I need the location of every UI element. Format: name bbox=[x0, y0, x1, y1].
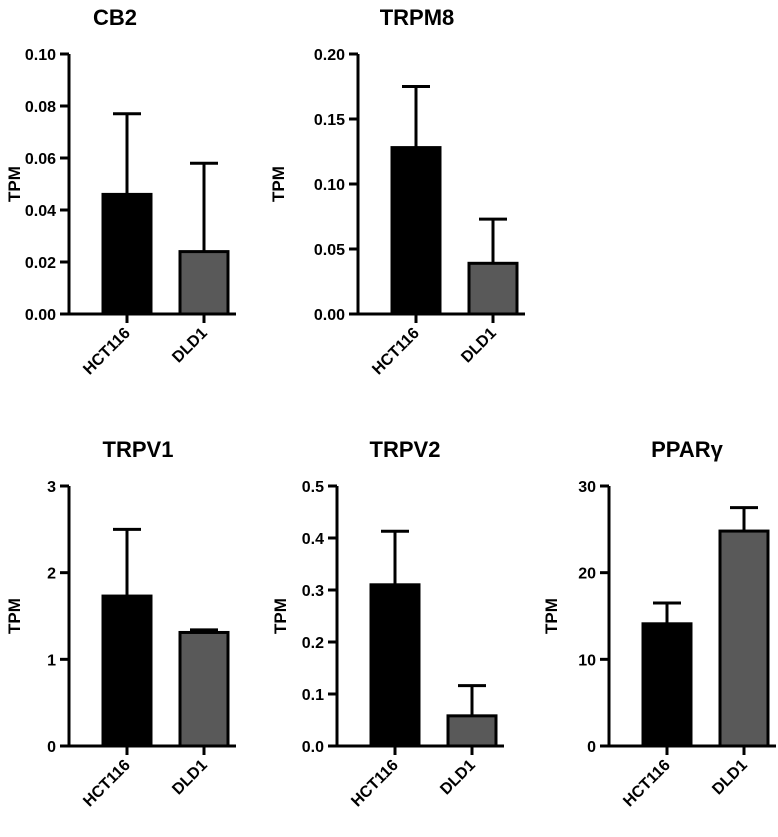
bar-dld1 bbox=[718, 529, 770, 748]
chart-title: TRPV2 bbox=[370, 437, 441, 462]
y-tick-label: 0 bbox=[587, 739, 596, 756]
chart-title: CB2 bbox=[93, 5, 137, 30]
y-tick-label: 0.2 bbox=[302, 635, 324, 652]
y-axis-label: TPM bbox=[271, 598, 290, 634]
x-tick-label: DLD1 bbox=[709, 757, 751, 799]
chart-title: TRPM8 bbox=[380, 5, 455, 30]
y-tick-label: 0 bbox=[47, 739, 56, 756]
y-tick-label: 0.4 bbox=[302, 531, 324, 548]
bar-hct116 bbox=[369, 583, 421, 748]
panel-pparg: PPARγ TPM HCT116 DLD1 0 10 20 30 bbox=[542, 437, 776, 810]
y-tick-label: 0.04 bbox=[25, 203, 56, 220]
y-axis-label: TPM bbox=[5, 166, 24, 202]
y-tick-label: 1 bbox=[47, 652, 56, 669]
x-tick-label: HCT116 bbox=[348, 757, 402, 811]
panel-trpv1: TRPV1 TPM HCT116 DLD1 0 1 2 3 bbox=[5, 437, 236, 810]
bar-dld1 bbox=[178, 630, 230, 748]
y-tick-label: 0.05 bbox=[314, 242, 345, 259]
y-tick-label: 0.0 bbox=[302, 739, 324, 756]
y-tick-label: 0.00 bbox=[25, 307, 56, 324]
x-tick-label: HCT116 bbox=[80, 325, 134, 379]
panel-trpv2: TRPV2 TPM HCT116 DLD1 0.0 0.1 0.2 0.3 0.4 0.5 bbox=[271, 437, 504, 810]
y-tick-label: 0.15 bbox=[314, 112, 345, 129]
y-tick-label: 30 bbox=[578, 479, 596, 496]
bar-dld1 bbox=[467, 261, 519, 316]
x-tick-label: HCT116 bbox=[369, 325, 423, 379]
x-tick-label: DLD1 bbox=[458, 325, 500, 367]
y-tick-label: 3 bbox=[47, 479, 56, 496]
y-tick-label: 0.1 bbox=[302, 687, 324, 704]
y-axis-label: TPM bbox=[269, 166, 288, 202]
chart-title: TRPV1 bbox=[103, 437, 174, 462]
bar-hct116 bbox=[101, 192, 153, 316]
bar-hct116 bbox=[641, 622, 693, 748]
x-tick-label: DLD1 bbox=[169, 325, 211, 367]
y-tick-label: 10 bbox=[578, 652, 596, 669]
y-tick-label: 0.06 bbox=[25, 151, 56, 168]
x-tick-label: HCT116 bbox=[620, 757, 674, 811]
x-tick-label: DLD1 bbox=[437, 757, 479, 799]
y-tick-label: 20 bbox=[578, 566, 596, 583]
y-axis-label: TPM bbox=[542, 598, 561, 634]
y-tick-label: 0.02 bbox=[25, 255, 56, 272]
y-tick-label: 0.3 bbox=[302, 583, 324, 600]
x-tick-label: DLD1 bbox=[169, 757, 211, 799]
bar-hct116 bbox=[390, 146, 442, 316]
y-tick-label: 0.5 bbox=[302, 479, 324, 496]
y-axis-label: TPM bbox=[5, 598, 24, 634]
y-tick-label: 0.00 bbox=[314, 307, 345, 324]
y-tick-label: 0.10 bbox=[25, 47, 56, 64]
bar-hct116 bbox=[101, 594, 153, 748]
bar-dld1 bbox=[178, 250, 230, 316]
y-tick-label: 0.20 bbox=[314, 47, 345, 64]
y-tick-label: 2 bbox=[47, 566, 56, 583]
x-tick-label: HCT116 bbox=[80, 757, 134, 811]
y-tick-label: 0.08 bbox=[25, 99, 56, 116]
panel-trpm8: TRPM8 TPM HCT116 DLD1 0.00 0.05 0.10 0.15 0.20 bbox=[269, 5, 525, 378]
bar-dld1 bbox=[446, 714, 498, 748]
chart-title: PPARγ bbox=[651, 437, 723, 462]
y-tick-label: 0.10 bbox=[314, 177, 345, 194]
panel-cb2: CB2 TPM HCT116 DLD1 0.00 0.02 0.04 0.06 0.08 0.10 bbox=[5, 5, 236, 378]
